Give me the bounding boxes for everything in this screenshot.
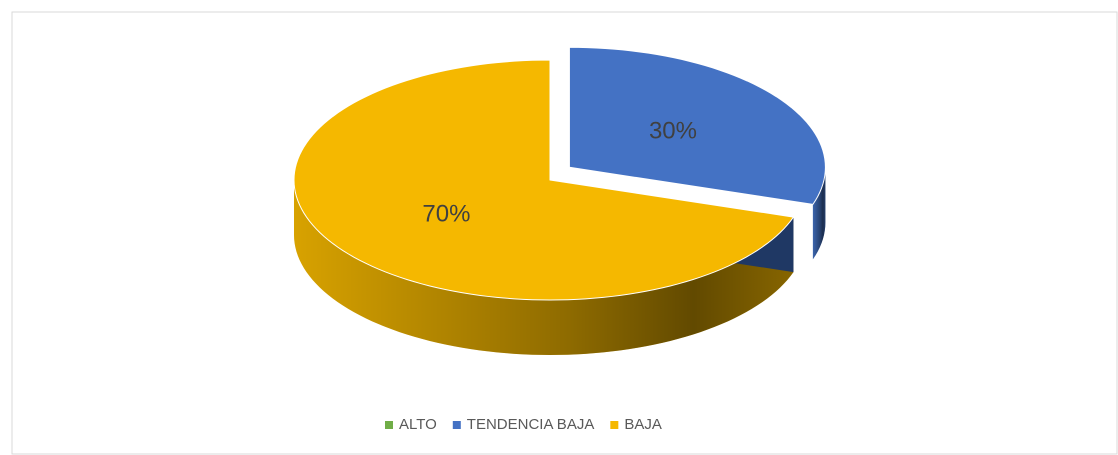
legend-swatch <box>610 421 619 429</box>
legend-swatch <box>385 421 393 429</box>
legend-label: BAJA <box>624 416 662 433</box>
slice-side-shade <box>294 180 794 355</box>
slice-side-shade <box>812 167 826 260</box>
legend: ALTO TENDENCIA BAJA BAJA <box>385 416 662 433</box>
tops <box>293 46 826 301</box>
slice <box>568 46 826 205</box>
legend-label: ALTO <box>399 416 437 433</box>
legend-swatch <box>452 421 461 429</box>
labels: 30% 70% <box>422 117 697 227</box>
legend-label: TENDENCIA BAJA <box>467 416 595 433</box>
data-label: 30% <box>649 117 697 144</box>
slice <box>293 59 795 301</box>
data-label: 70% <box>422 201 470 228</box>
